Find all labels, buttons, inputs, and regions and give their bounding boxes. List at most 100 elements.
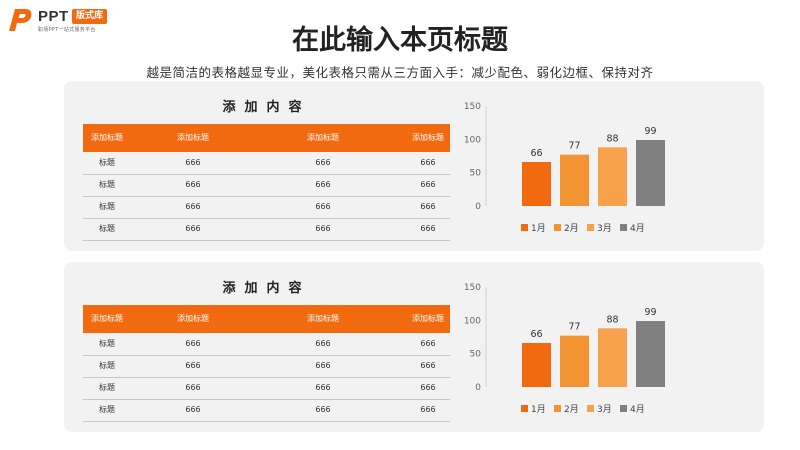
legend-label: 1月 — [531, 404, 546, 415]
table-header-cell: 添加标题 — [177, 133, 209, 142]
data-label: 77 — [568, 141, 580, 152]
table-row: 标题 666 666 666 — [83, 196, 450, 219]
table-cell: 666 — [315, 158, 331, 167]
table-title: 添加内容 — [222, 281, 311, 296]
legend-swatch — [620, 224, 627, 231]
bar-chart: 0 50 100 150 66 77 88 99 1月 2月 3月 4月 — [464, 102, 665, 234]
legend-label: 1月 — [531, 223, 546, 234]
data-label: 99 — [644, 307, 656, 318]
y-tick-label: 100 — [464, 316, 481, 326]
data-label: 66 — [530, 329, 542, 340]
table-row: 标题 666 666 666 — [83, 399, 450, 422]
table-cell: 标题 — [99, 224, 115, 233]
table-cell: 666 — [420, 202, 436, 211]
table-cell: 666 — [315, 361, 331, 370]
table-row: 标题 666 666 666 — [83, 377, 450, 400]
legend-label: 4月 — [630, 223, 645, 234]
table-header-cell: 添加标题 — [91, 133, 123, 142]
y-tick-label: 50 — [470, 169, 482, 179]
legend-label: 2月 — [564, 223, 579, 234]
logo-p-icon — [9, 9, 32, 31]
logo-text: PPT — [38, 8, 69, 25]
table-header-cell: 添加标题 — [177, 314, 209, 323]
table-row: 标题 666 666 666 — [83, 333, 450, 356]
table-cell: 666 — [420, 180, 436, 189]
y-tick-label: 100 — [464, 135, 481, 145]
table-cell: 666 — [420, 383, 436, 392]
table-cell: 666 — [315, 383, 331, 392]
brand-logo: PPT 版式库 职场PPT一站式服务平台 — [8, 6, 158, 36]
table-row: 标题 666 666 666 — [83, 355, 450, 378]
y-tick-label: 150 — [464, 283, 481, 293]
table-cell: 标题 — [99, 361, 115, 370]
content-panel: 添加内容 添加标题 添加标题 添加标题 添加标题 标题 666 666 666 … — [64, 81, 764, 251]
table-cell: 666 — [185, 224, 201, 233]
page-title: 在此输入本页标题 — [292, 25, 508, 56]
table-cell: 标题 — [99, 158, 115, 167]
legend-label: 4月 — [630, 404, 645, 415]
data-label: 66 — [530, 148, 542, 159]
table-header: 添加标题 添加标题 添加标题 添加标题 — [83, 305, 450, 333]
legend-swatch — [587, 405, 594, 412]
table-header-cell: 添加标题 — [307, 133, 339, 142]
table-cell: 标题 — [99, 180, 115, 189]
data-label: 99 — [644, 126, 656, 137]
table-cell: 666 — [420, 405, 436, 414]
table-cell: 666 — [185, 202, 201, 211]
bar — [522, 162, 551, 206]
legend-label: 3月 — [597, 404, 612, 415]
legend-swatch — [554, 405, 561, 412]
table-header: 添加标题 添加标题 添加标题 添加标题 — [83, 124, 450, 152]
bar — [636, 321, 665, 387]
y-tick-label: 0 — [475, 202, 481, 212]
table-cell: 666 — [315, 405, 331, 414]
table-cell: 666 — [315, 339, 331, 348]
data-label: 88 — [606, 133, 618, 144]
table-header-cell: 添加标题 — [307, 314, 339, 323]
table-cell: 标题 — [99, 339, 115, 348]
bar — [560, 154, 589, 206]
bar — [636, 140, 665, 206]
table-cell: 标题 — [99, 202, 115, 211]
table-cell: 666 — [420, 158, 436, 167]
table-cell: 666 — [315, 180, 331, 189]
bar — [560, 335, 589, 387]
data-label: 88 — [606, 314, 618, 325]
table-header-cell: 添加标题 — [412, 133, 444, 142]
table-title: 添加内容 — [222, 100, 311, 115]
table-cell: 标题 — [99, 405, 115, 414]
table-cell: 666 — [185, 361, 201, 370]
legend-swatch — [521, 405, 528, 412]
table-row: 标题 666 666 666 — [83, 218, 450, 241]
logo-badge: 版式库 — [72, 9, 108, 24]
page-subtitle: 越是简洁的表格越显专业，美化表格只需从三方面入手：减少配色、弱化边框、保持对齐 — [146, 65, 654, 80]
table-row: 标题 666 666 666 — [83, 174, 450, 197]
table-header-cell: 添加标题 — [91, 314, 123, 323]
y-tick-label: 150 — [464, 102, 481, 112]
table-row: 标题 666 666 666 — [83, 152, 450, 175]
bar — [598, 147, 627, 206]
legend-swatch — [620, 405, 627, 412]
table-cell: 666 — [185, 339, 201, 348]
table-cell: 666 — [420, 339, 436, 348]
bar-chart: 0 50 100 150 66 77 88 99 1月 2月 3月 4月 — [464, 283, 665, 415]
y-tick-label: 50 — [470, 350, 482, 360]
y-tick-label: 0 — [475, 383, 481, 393]
legend-label: 2月 — [564, 404, 579, 415]
table-cell: 666 — [420, 361, 436, 370]
legend-label: 3月 — [597, 223, 612, 234]
data-label: 77 — [568, 322, 580, 333]
legend-swatch — [554, 224, 561, 231]
table-cell: 666 — [185, 383, 201, 392]
legend-swatch — [587, 224, 594, 231]
content-panel: 添加内容 添加标题 添加标题 添加标题 添加标题 标题 666 666 666 … — [64, 262, 764, 432]
table-cell: 666 — [420, 224, 436, 233]
table-cell: 666 — [185, 180, 201, 189]
legend-swatch — [521, 224, 528, 231]
table-header-cell: 添加标题 — [412, 314, 444, 323]
bar — [522, 343, 551, 387]
logo-tagline: 职场PPT一站式服务平台 — [38, 27, 96, 33]
table-cell: 666 — [185, 158, 201, 167]
table-cell: 666 — [185, 405, 201, 414]
bar — [598, 328, 627, 387]
